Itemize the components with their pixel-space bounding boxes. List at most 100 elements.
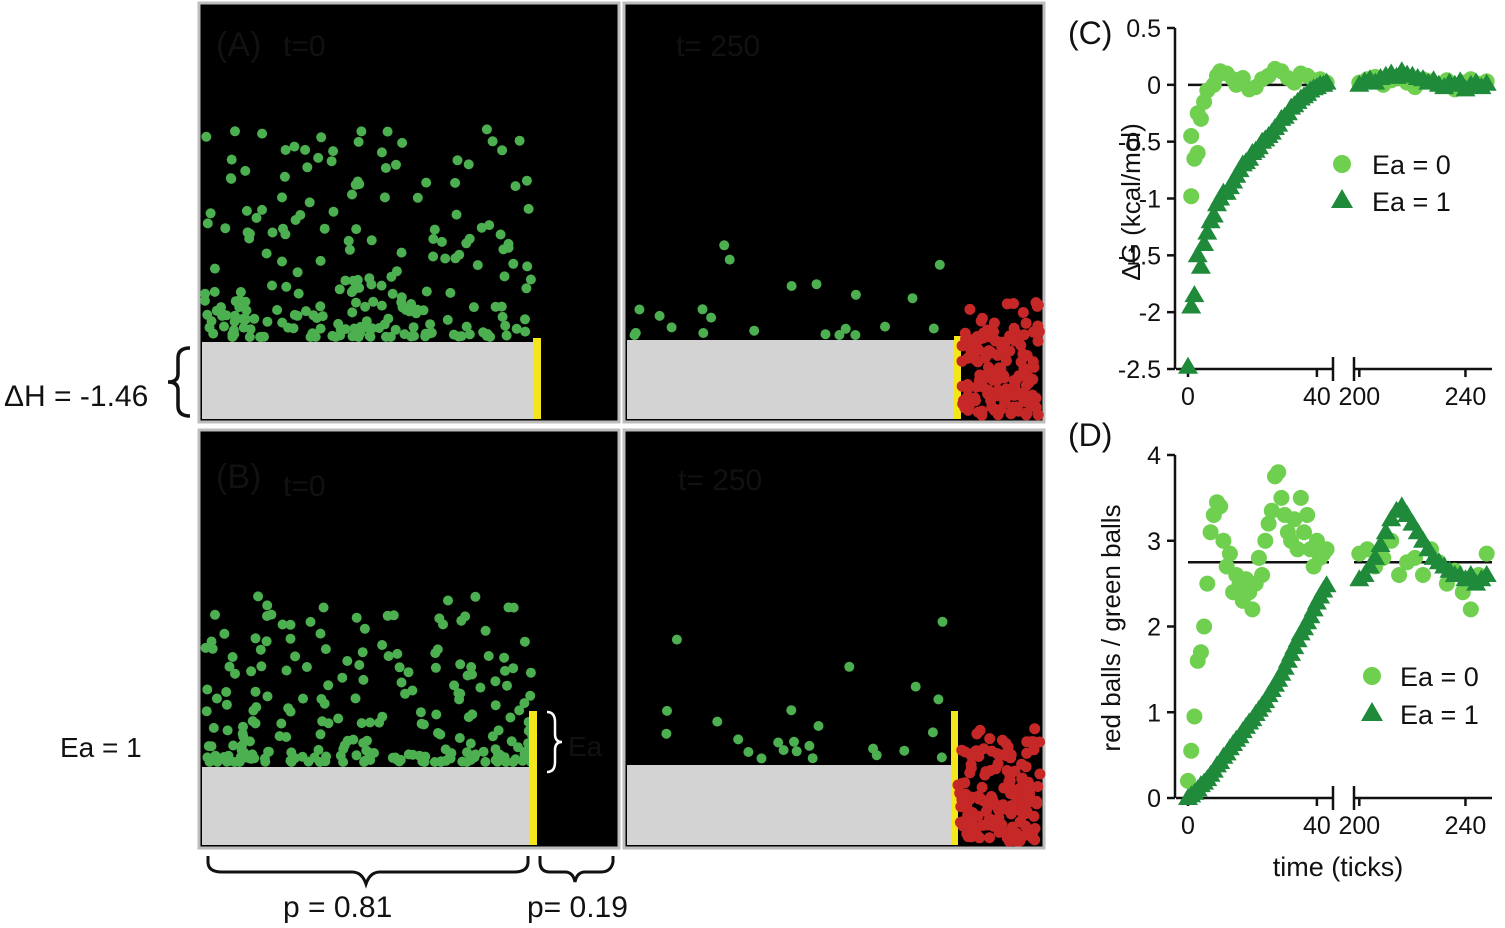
- data-point-ea0: [1212, 498, 1229, 515]
- green-ball: [235, 287, 246, 297]
- green-ball: [293, 288, 304, 299]
- green-ball: [791, 746, 802, 757]
- green-ball: [834, 330, 845, 340]
- green-ball: [348, 734, 359, 745]
- data-point-ea0: [1359, 541, 1376, 558]
- red-ball: [965, 346, 977, 357]
- ea-barrier-brace: [546, 710, 563, 774]
- green-ball: [253, 591, 264, 602]
- x-tick-label: 40: [1303, 812, 1331, 840]
- green-ball: [313, 744, 324, 755]
- green-ball: [256, 661, 267, 672]
- green-ball: [200, 642, 211, 653]
- chart-d-axes: 4 3 2 1 00 40 200 240: [1147, 442, 1492, 840]
- green-ball: [523, 203, 534, 214]
- x-tick-label: 200: [1338, 383, 1380, 411]
- red-ball: [976, 312, 988, 324]
- data-point-ea0: [1186, 708, 1203, 725]
- red-ball: [995, 336, 1007, 348]
- ea-barrier-label: Ea: [568, 731, 603, 762]
- data-point-ea0: [1183, 188, 1200, 205]
- green-ball: [820, 329, 831, 340]
- green-ball: [333, 713, 344, 724]
- green-ball: [490, 301, 501, 312]
- green-ball: [326, 156, 337, 167]
- red-ball: [1009, 765, 1021, 777]
- green-ball: [937, 616, 948, 627]
- delta-h-brace: [167, 346, 191, 418]
- green-ball: [470, 591, 481, 602]
- data-point-ea0: [1244, 601, 1261, 618]
- green-ball: [315, 729, 326, 740]
- panel-a-left-barrier: [533, 338, 541, 419]
- green-ball: [281, 732, 292, 742]
- data-point-ea1: [1178, 356, 1198, 374]
- red-ball: [1014, 816, 1026, 828]
- data-point-ea0: [1215, 532, 1232, 549]
- chart-c-panel-label: (C): [1068, 15, 1112, 51]
- green-ball: [211, 693, 222, 704]
- green-ball: [348, 275, 359, 286]
- data-point-ea0: [1192, 644, 1209, 661]
- green-ball: [487, 136, 498, 147]
- green-ball: [789, 736, 799, 747]
- red-ball: [990, 763, 1002, 775]
- green-ball: [706, 312, 717, 323]
- red-ball: [1021, 407, 1033, 419]
- green-ball: [412, 192, 423, 203]
- red-ball: [1021, 747, 1033, 759]
- green-ball: [464, 329, 475, 340]
- green-ball: [910, 681, 921, 692]
- green-ball: [366, 279, 377, 290]
- green-ball: [247, 716, 258, 727]
- green-ball: [654, 310, 665, 321]
- green-ball: [850, 289, 861, 300]
- green-ball: [277, 192, 287, 203]
- green-ball: [451, 209, 462, 220]
- green-ball: [456, 615, 467, 626]
- green-ball: [208, 722, 219, 733]
- green-ball: [490, 744, 501, 755]
- green-ball: [503, 238, 514, 249]
- green-ball: [426, 327, 437, 338]
- x-tick-label: 0: [1181, 383, 1195, 411]
- data-point-ea1: [1316, 72, 1337, 90]
- red-ball: [1013, 370, 1025, 382]
- green-ball: [277, 619, 288, 630]
- green-ball: [844, 661, 855, 672]
- green-ball: [362, 735, 372, 746]
- green-ball: [813, 721, 824, 731]
- y-tick-label: 0: [1147, 72, 1161, 100]
- green-ball: [249, 313, 260, 324]
- green-ball: [712, 716, 723, 727]
- green-ball: [261, 248, 272, 259]
- delta-h-label: ΔH = -1.46: [4, 380, 148, 413]
- chart-d-legend-ea1: Ea = 1: [1400, 700, 1479, 730]
- green-ball: [457, 756, 468, 767]
- green-ball: [387, 288, 398, 299]
- green-ball: [354, 660, 365, 670]
- green-ball: [511, 323, 522, 334]
- green-ball: [522, 261, 533, 272]
- red-ball: [967, 810, 979, 822]
- panel-a-left-balls: [200, 124, 536, 342]
- green-ball: [356, 126, 367, 137]
- green-ball: [415, 707, 426, 718]
- red-ball: [1027, 326, 1039, 338]
- red-ball: [1003, 775, 1015, 787]
- green-ball: [462, 670, 473, 681]
- green-ball: [245, 324, 256, 335]
- green-ball: [445, 753, 456, 764]
- green-ball: [749, 325, 760, 336]
- green-ball: [283, 322, 294, 333]
- red-ball: [1027, 356, 1039, 368]
- green-ball: [227, 329, 238, 340]
- green-ball: [289, 141, 300, 152]
- green-ball: [519, 636, 530, 647]
- green-ball: [376, 147, 387, 158]
- green-ball: [525, 667, 536, 678]
- green-ball: [237, 313, 248, 324]
- green-ball: [443, 595, 453, 606]
- green-ball: [520, 314, 530, 325]
